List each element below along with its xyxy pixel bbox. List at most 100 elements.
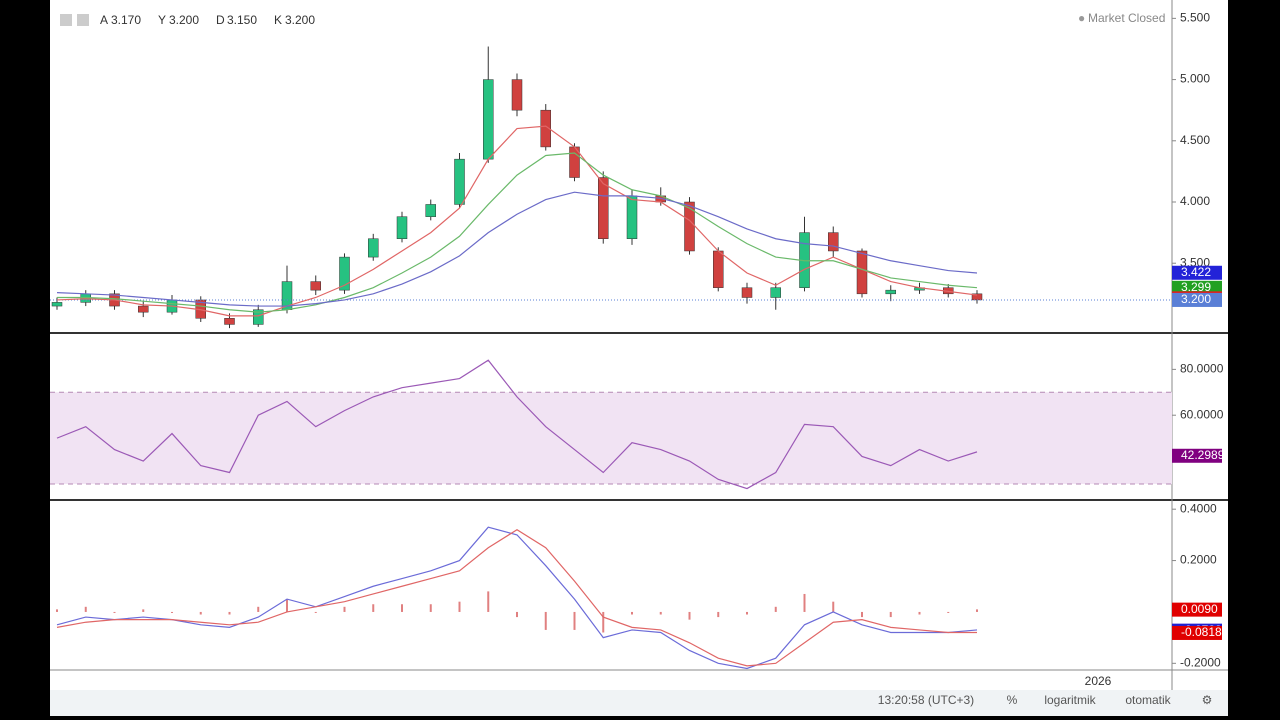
histogram-bar xyxy=(487,591,490,612)
series-line xyxy=(56,529,977,667)
ohlc-value: 3.150 xyxy=(227,13,257,27)
rsi-band xyxy=(50,392,1172,484)
histogram-bar xyxy=(774,606,777,612)
icon[interactable] xyxy=(77,14,89,26)
candle-body xyxy=(51,302,63,307)
histogram-bar xyxy=(861,611,863,618)
y-tick-label: 5.000 xyxy=(1180,72,1210,86)
histogram-bar xyxy=(56,609,58,612)
histogram-bar xyxy=(401,604,403,612)
price-label: 3.200 xyxy=(1181,292,1211,306)
icon[interactable] xyxy=(60,14,72,26)
histogram-bar xyxy=(516,611,518,618)
histogram-bar xyxy=(976,609,978,612)
toolbar xyxy=(50,690,1228,716)
price-label: 0.0090 xyxy=(1181,602,1218,616)
series-line xyxy=(57,152,978,313)
histogram-bar xyxy=(228,611,231,615)
histogram-bar xyxy=(199,611,202,615)
candle-body xyxy=(339,256,350,291)
candle-body xyxy=(885,289,896,295)
candle-body xyxy=(253,309,264,325)
candle-body xyxy=(138,305,149,313)
candle-body xyxy=(828,232,839,252)
histogram-bar xyxy=(947,611,950,613)
candle-body xyxy=(396,216,408,239)
histogram-bar xyxy=(544,611,547,630)
histogram-bar xyxy=(803,593,806,612)
histogram-bar xyxy=(429,604,432,612)
candle-body xyxy=(425,204,436,217)
chart-bg xyxy=(50,0,1228,716)
histogram-bar xyxy=(372,604,375,612)
series-line xyxy=(56,191,978,307)
histogram-bar xyxy=(918,611,921,615)
settings-icon[interactable]: ⚙ xyxy=(1202,693,1213,707)
y-tick-label: 0.4000 xyxy=(1180,501,1217,515)
log-toggle[interactable]: logaritmik xyxy=(1044,693,1096,707)
histogram-bar xyxy=(286,599,288,612)
histogram-bar xyxy=(573,611,576,630)
y-tick-label: 80.0000 xyxy=(1180,362,1224,376)
histogram-bar xyxy=(631,611,633,615)
histogram-bar xyxy=(832,601,835,612)
histogram-bar xyxy=(746,611,748,615)
candle-body xyxy=(770,287,781,298)
ohlc-value: 3.170 xyxy=(111,13,141,27)
price-label: -0.0818 xyxy=(1181,625,1222,639)
candle-body xyxy=(224,318,235,325)
candle-body xyxy=(511,79,523,111)
price-label-bg xyxy=(1172,265,1222,280)
histogram-bar xyxy=(458,601,461,612)
histogram-bar xyxy=(314,611,317,613)
candle-body xyxy=(713,250,724,288)
candle-body xyxy=(741,287,753,298)
time-label: 2026 xyxy=(1085,674,1112,688)
ohlc-key: Y xyxy=(158,13,166,27)
y-tick-label: 5.500 xyxy=(1180,11,1210,25)
ohlc-value: 3.200 xyxy=(285,13,315,27)
price-label-bg xyxy=(1172,280,1222,295)
candle-body xyxy=(454,158,465,205)
price-label: 3.299 xyxy=(1181,280,1211,294)
price-label: 42.2989 xyxy=(1181,448,1225,462)
histogram-bar xyxy=(343,606,346,612)
histogram-bar xyxy=(113,611,116,613)
histogram-bar xyxy=(688,611,691,620)
histogram-bar xyxy=(142,609,145,612)
status-dot: ● xyxy=(1078,11,1085,25)
histogram-bar xyxy=(717,611,720,618)
price-label-bg xyxy=(1172,448,1222,463)
price-label-bg xyxy=(1172,625,1222,640)
price-label: 3.422 xyxy=(1181,265,1211,279)
histogram-bar xyxy=(257,606,260,612)
candle-body xyxy=(626,195,638,239)
y-tick-label: 0.2000 xyxy=(1180,553,1217,567)
clock: 13:20:58 (UTC+3) xyxy=(878,693,974,707)
ohlc-key: A xyxy=(100,13,108,27)
y-tick-label: -0.2000 xyxy=(1180,655,1221,669)
histogram-bar xyxy=(602,611,605,633)
y-tick-label: 60.0000 xyxy=(1180,407,1224,421)
ohlc-value: 3.200 xyxy=(169,13,199,27)
auto-toggle[interactable]: otomatik xyxy=(1125,693,1171,707)
y-tick-label: 4.500 xyxy=(1180,133,1210,147)
histogram-bar xyxy=(659,611,662,615)
candle-body xyxy=(856,250,868,295)
series-line xyxy=(56,526,978,670)
candle-body xyxy=(540,109,551,148)
candle-body xyxy=(483,79,494,160)
histogram-bar xyxy=(84,606,87,612)
percent-toggle[interactable]: % xyxy=(1007,693,1018,707)
histogram-bar xyxy=(889,611,892,618)
price-label-bg xyxy=(1172,602,1222,617)
histogram-bar xyxy=(171,611,173,613)
candle-body xyxy=(684,201,695,252)
candle-body xyxy=(368,238,379,258)
candle-body xyxy=(310,281,321,291)
ohlc-key: K xyxy=(274,13,282,27)
y-tick-label: 4.000 xyxy=(1180,194,1210,208)
price-label-bg xyxy=(1172,292,1222,307)
